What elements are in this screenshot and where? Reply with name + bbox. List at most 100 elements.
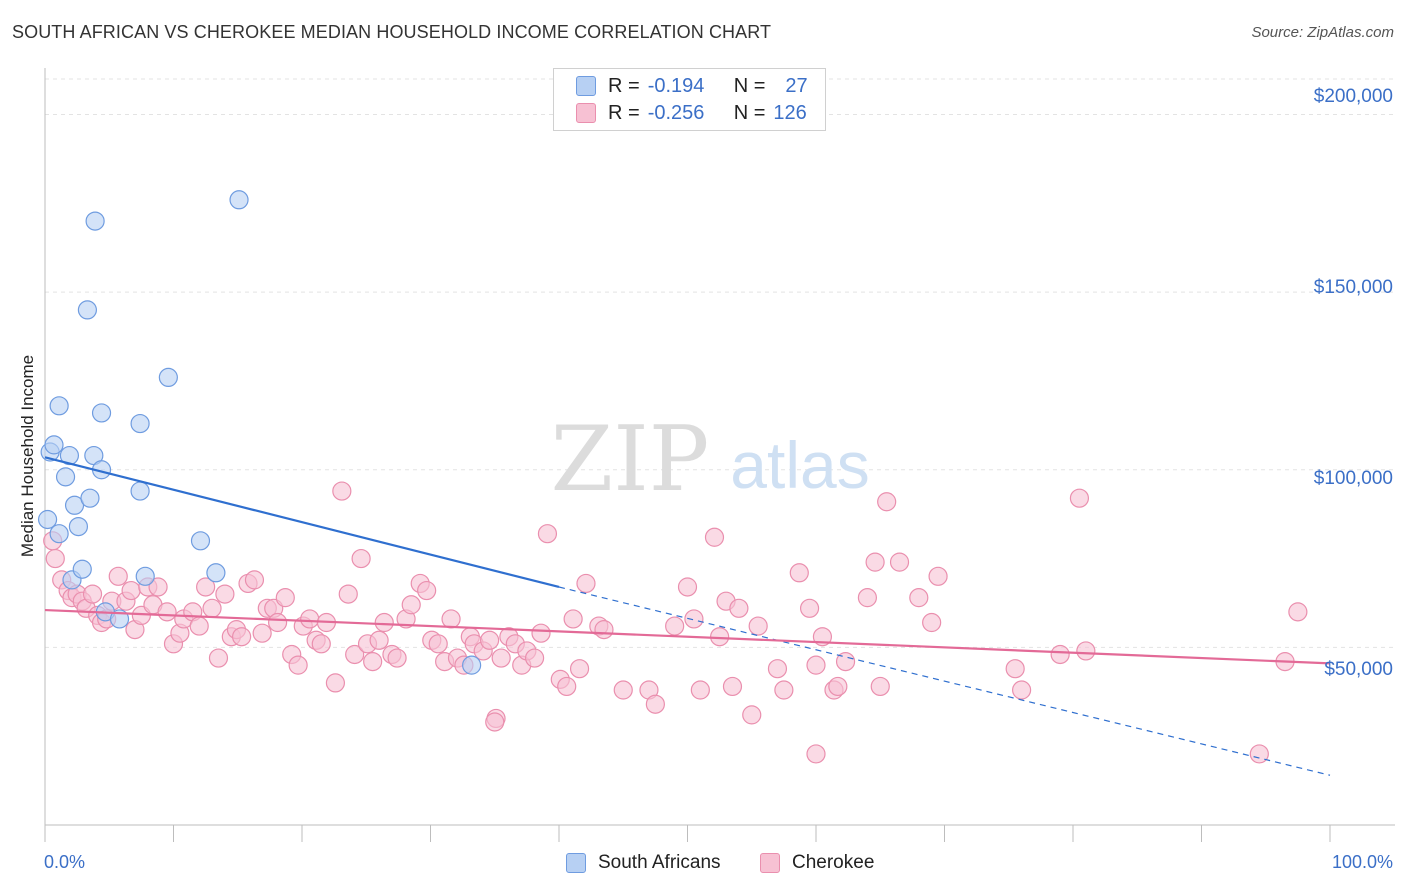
cherokee-point xyxy=(877,492,897,512)
y-axis-label: Median Household Income xyxy=(18,354,37,558)
bottom-legend-label: Cherokee xyxy=(792,852,875,873)
cherokee-point xyxy=(531,623,551,643)
south-africans-trend-extension xyxy=(558,586,1331,776)
south-africans-point xyxy=(130,413,150,434)
cherokee-point xyxy=(928,566,948,586)
cherokee-point xyxy=(267,612,288,633)
cherokee-point xyxy=(684,609,704,629)
x-tick-max: 100.0% xyxy=(1331,852,1393,872)
cherokee-point xyxy=(441,609,461,629)
south-africans-trend-line xyxy=(44,456,560,589)
south-africans-point xyxy=(44,435,64,455)
cherokee-point xyxy=(325,673,346,693)
cherokee-point xyxy=(157,602,177,622)
cherokee-point xyxy=(767,659,788,679)
cherokee-point xyxy=(288,655,308,675)
bottom-swatch-cherokee xyxy=(760,853,780,873)
south-africans-point xyxy=(229,190,249,210)
cherokee-point xyxy=(1069,488,1090,508)
watermark-zip: ZIP xyxy=(551,407,710,512)
cherokee-point xyxy=(690,680,710,700)
cherokee-point xyxy=(363,651,383,672)
cherokee-point xyxy=(374,612,394,633)
south-africans-point xyxy=(158,367,178,387)
cherokee-point xyxy=(189,616,209,636)
cherokee-point xyxy=(1249,744,1269,764)
grid-lines xyxy=(45,78,1395,648)
legend-swatch-south-africans xyxy=(576,76,596,96)
south-africans-point xyxy=(109,609,130,629)
bottom-swatch-south-africans xyxy=(566,853,586,873)
cherokee-point xyxy=(865,552,885,572)
cherokee-point xyxy=(82,584,103,604)
cherokee-point xyxy=(806,655,826,675)
legend-n-value: 126 xyxy=(773,101,807,124)
legend-n-label: N = xyxy=(733,101,766,124)
axes xyxy=(44,68,1395,842)
cherokee-point xyxy=(244,570,265,590)
south-africans-point xyxy=(130,481,150,501)
legend-row-south-africans: R = -0.194 N = 27 xyxy=(576,74,808,98)
cherokee-point xyxy=(677,577,698,597)
south-africans-point xyxy=(72,559,92,579)
cherokee-point xyxy=(1076,641,1096,661)
cherokee-point xyxy=(232,627,252,647)
legend-row-cherokee: R = -0.256 N = 126 xyxy=(576,101,807,125)
south-africans-point xyxy=(49,524,69,544)
cherokee-point xyxy=(108,566,128,586)
cherokee-point xyxy=(485,712,505,732)
cherokee-point xyxy=(351,548,371,569)
cherokee-point xyxy=(722,676,743,697)
south-africans-point xyxy=(37,509,58,530)
cherokee-point xyxy=(789,563,809,583)
cherokee-point xyxy=(835,651,856,672)
cherokee-point xyxy=(524,648,545,668)
south-africans-point xyxy=(462,655,482,675)
cherokee-point xyxy=(665,616,685,636)
south-africans-point xyxy=(190,531,211,551)
cherokee-point xyxy=(857,588,878,608)
south-africans-point xyxy=(49,396,69,416)
cherokee-point xyxy=(870,676,890,697)
legend-r-value: -0.256 xyxy=(647,101,705,124)
cherokee-point xyxy=(338,584,358,604)
south-africans-point xyxy=(85,211,105,231)
chart-title: SOUTH AFRICAN VS CHEROKEE MEDIAN HOUSEHO… xyxy=(12,22,772,42)
cherokee-point xyxy=(369,630,389,650)
y-tick-200000: $200,000 xyxy=(1313,86,1393,107)
cherokee-trend-line xyxy=(44,608,1331,665)
trend-lines xyxy=(44,456,1331,776)
cherokee-point xyxy=(645,694,665,714)
x-tick-min: 0.0% xyxy=(44,852,86,872)
cherokee-point xyxy=(922,612,942,633)
cherokee-point xyxy=(909,588,929,608)
cherokee-point xyxy=(828,676,848,697)
cherokee-point xyxy=(576,573,596,594)
south-africans-point xyxy=(206,563,226,583)
south-africans-point xyxy=(80,488,100,508)
south-africans-points xyxy=(37,190,482,675)
legend-n-label: N = xyxy=(733,74,766,97)
cherokee-point xyxy=(417,580,437,601)
legend-n-value: 27 xyxy=(785,74,808,97)
south-africans-point xyxy=(135,566,155,586)
correlation-legend: R = -0.194 N = 27 R = -0.256 N = 126 xyxy=(553,68,826,131)
cherokee-point xyxy=(1005,659,1025,679)
cherokee-point xyxy=(748,616,768,636)
cherokee-point xyxy=(148,577,168,597)
cherokee-point xyxy=(563,609,583,629)
legend-r-value: -0.194 xyxy=(647,74,705,97)
cherokee-point xyxy=(729,598,749,618)
watermark-atlas: atlas xyxy=(730,428,869,502)
source-label: Source: ZipAtlas.com xyxy=(1251,24,1394,41)
cherokee-points xyxy=(43,481,1308,764)
cherokee-point xyxy=(557,676,577,697)
cherokee-point xyxy=(1050,644,1070,665)
cherokee-point xyxy=(1011,680,1032,700)
cherokee-point xyxy=(121,580,141,601)
cherokee-point xyxy=(345,644,365,665)
cherokee-point xyxy=(594,620,614,640)
cherokee-point xyxy=(806,744,826,764)
legend-r-label: R = xyxy=(608,74,640,97)
bottom-legend-label: South Africans xyxy=(598,852,721,873)
